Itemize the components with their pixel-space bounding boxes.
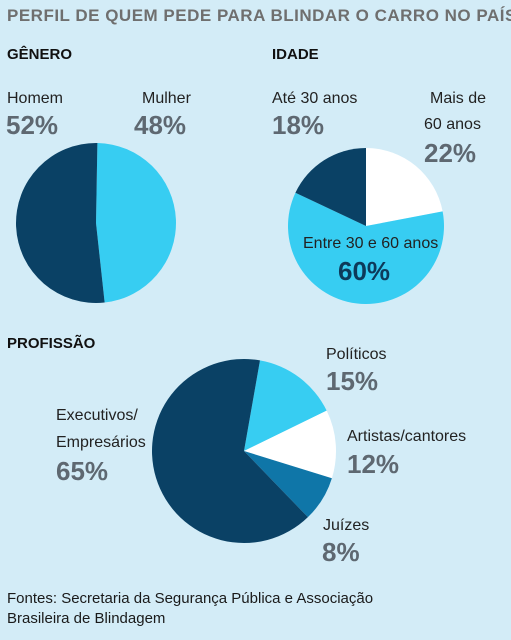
value-mulher: 48%: [134, 110, 187, 140]
label-juizes: Juízes: [323, 517, 370, 534]
label-mais-60-line1: Mais de: [430, 90, 487, 107]
pie-slice-profissão-3: [152, 359, 308, 543]
label-executivos-line1: Executivos/: [56, 407, 138, 424]
pie-slice-profissão-0: [244, 360, 327, 451]
source-note: Fontes: Secretaria da Segurança Pública …: [7, 589, 487, 629]
value-homem: 52%: [6, 110, 59, 140]
label-artistas: Artistas/cantores: [347, 428, 467, 445]
source-line-2: Brasileira de Blindagem: [7, 610, 166, 627]
label-politicos: Políticos: [326, 346, 387, 363]
pie-slice-gênero-1: [96, 143, 177, 303]
pie-slice-idade-2: [295, 148, 366, 226]
label-homem: Homem: [7, 90, 64, 107]
pie-slice-idade-1: [288, 192, 444, 304]
pie-slice-profissão-2: [244, 451, 332, 518]
value-entre-30-60: 60%: [338, 256, 391, 286]
pie-slice-profissão-1: [244, 410, 337, 479]
section-profissao-heading: PROFISSÃO: [7, 335, 96, 352]
label-executivos-line2: Empresários: [56, 434, 146, 451]
value-ate-30: 18%: [272, 110, 325, 140]
value-juizes: 8%: [322, 537, 360, 567]
label-mais-60-line2: 60 anos: [424, 116, 481, 133]
pie-slice-idade-0: [366, 148, 443, 226]
label-mulher: Mulher: [142, 90, 191, 107]
pie-slice-gênero-0: [16, 143, 105, 303]
value-mais-60: 22%: [424, 138, 477, 168]
chart-title: PERFIL DE QUEM PEDE PARA BLINDAR O CARRO…: [7, 6, 511, 25]
value-politicos: 15%: [326, 366, 379, 396]
value-executivos: 65%: [56, 456, 109, 486]
section-idade-heading: IDADE: [272, 46, 319, 63]
source-line-1: Fontes: Secretaria da Segurança Pública …: [7, 590, 374, 607]
section-genero-heading: GÊNERO: [7, 46, 73, 63]
label-entre-30-60: Entre 30 e 60 anos: [303, 235, 439, 252]
value-artistas: 12%: [347, 449, 400, 479]
label-ate-30: Até 30 anos: [272, 90, 358, 107]
